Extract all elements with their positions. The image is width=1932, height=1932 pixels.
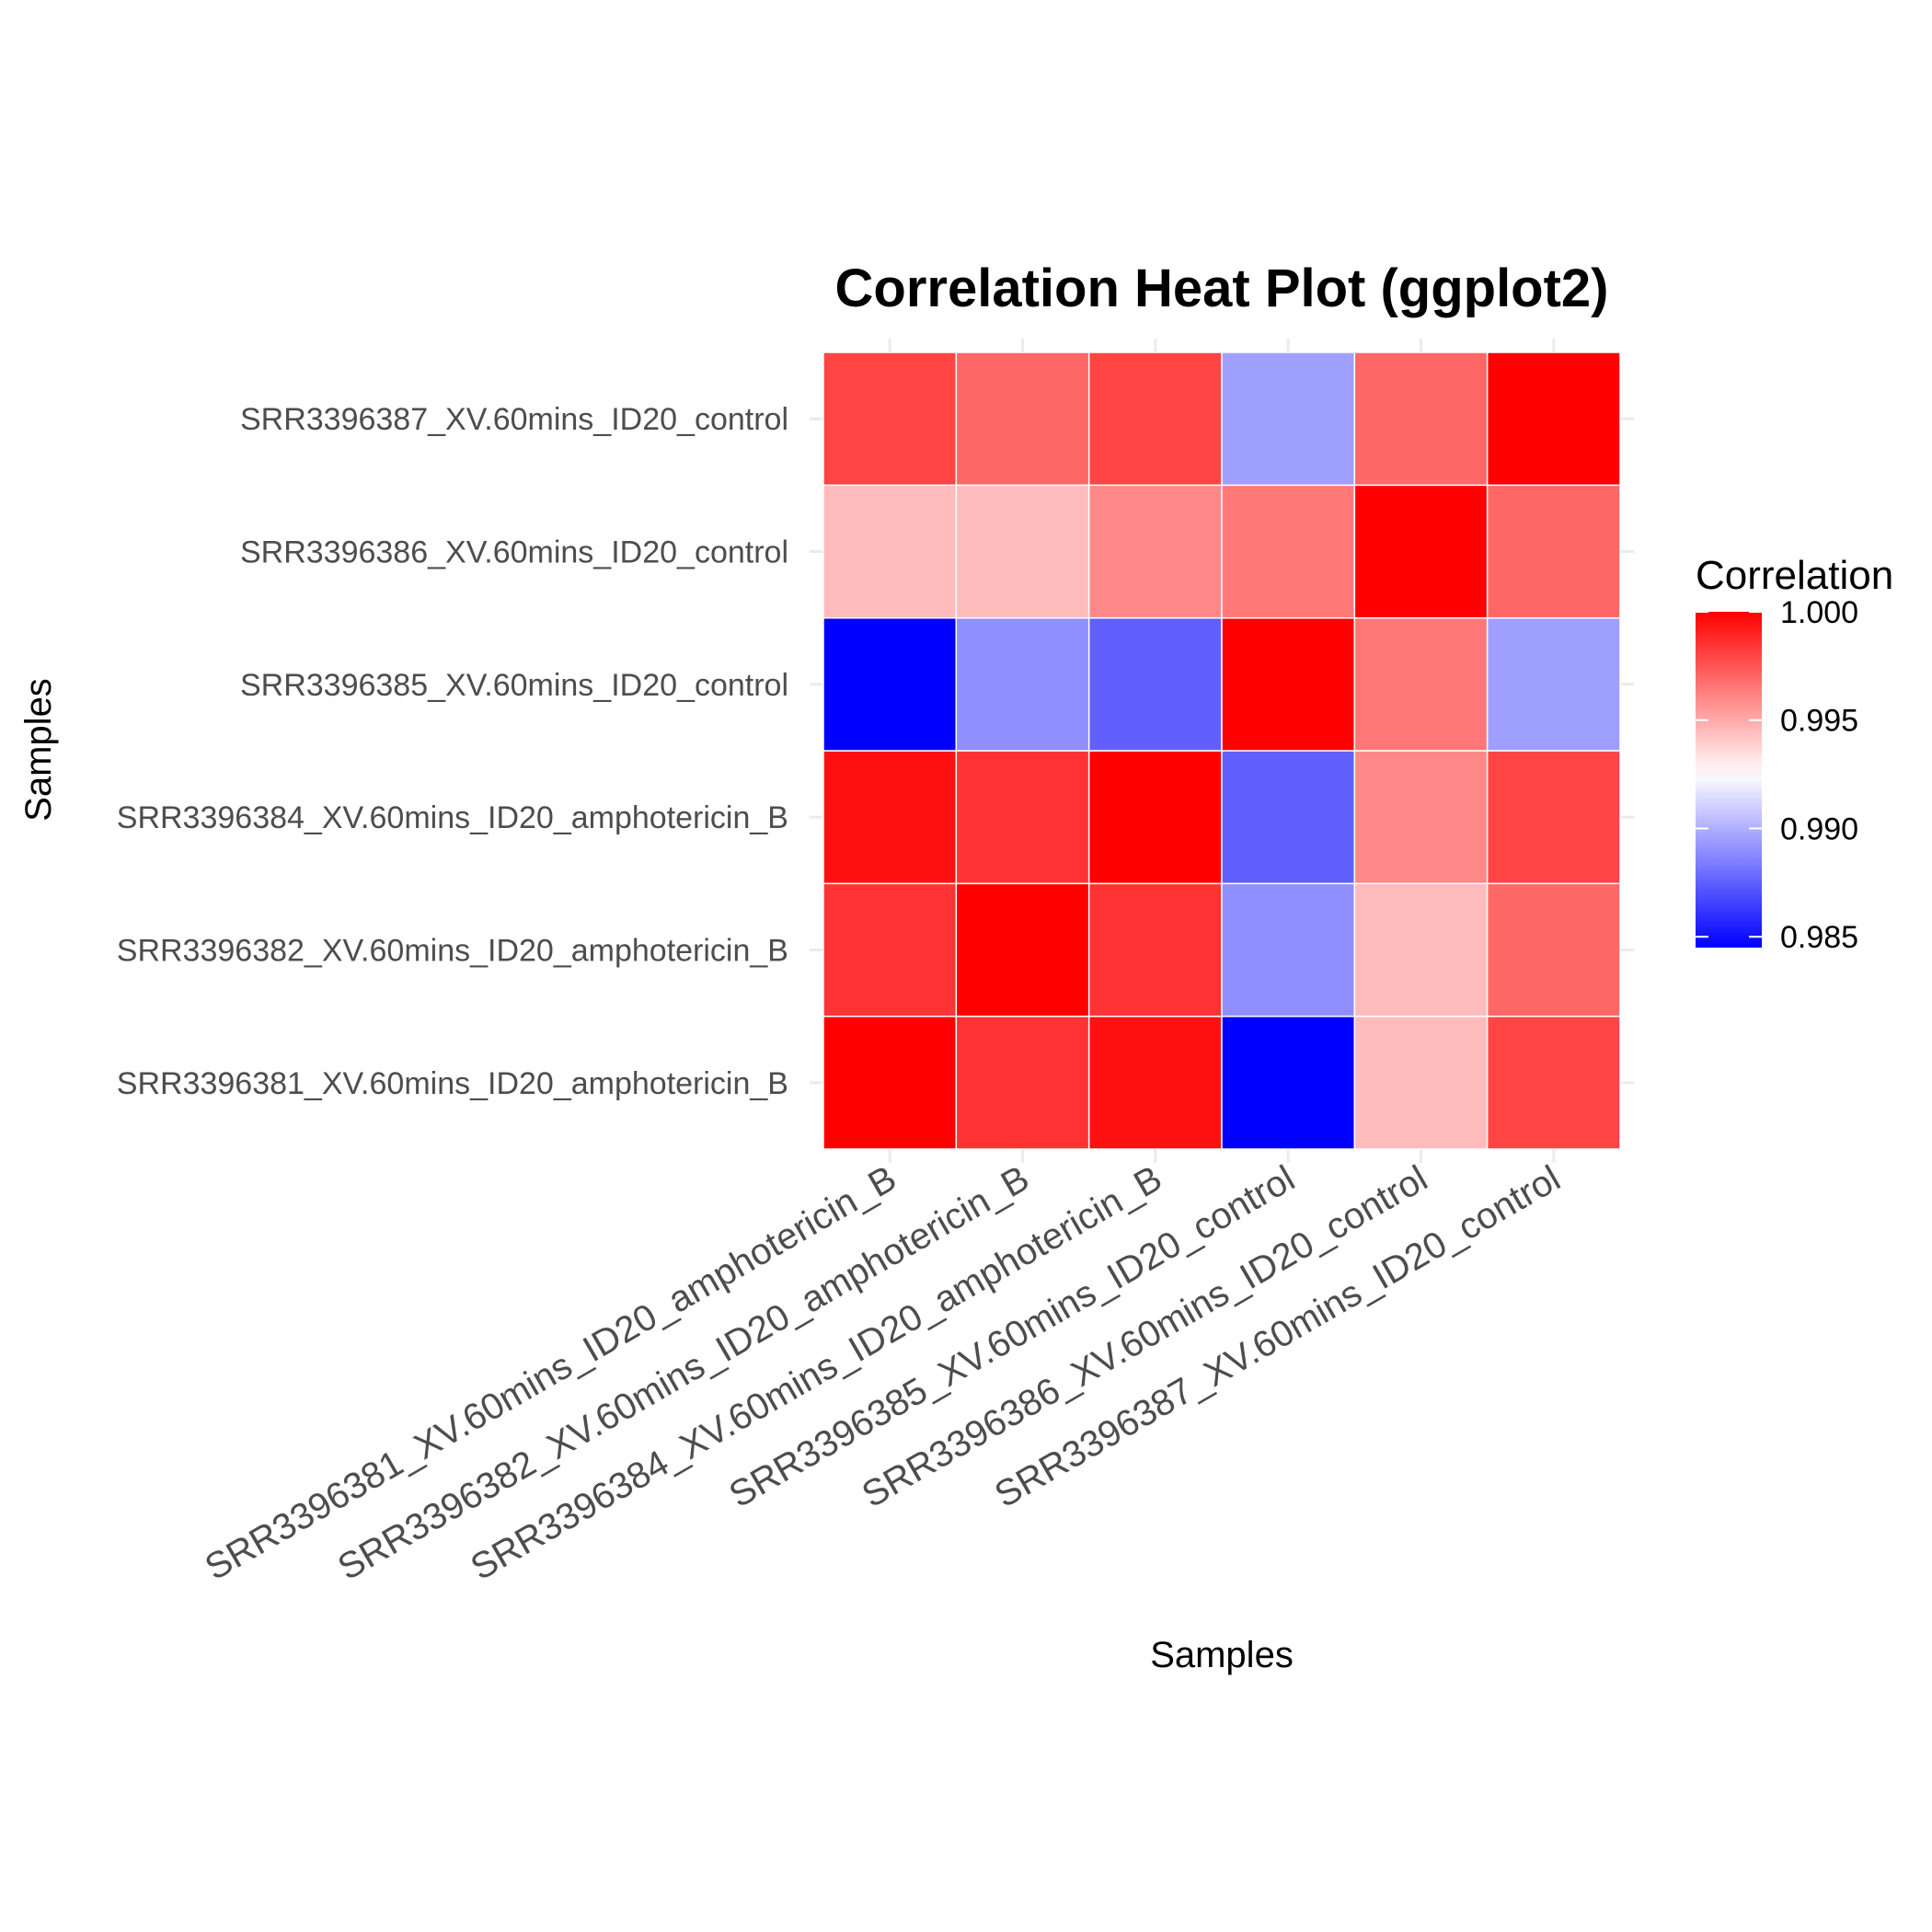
heatmap-cell: [1353, 616, 1489, 752]
heatmap-cell: [955, 484, 1090, 619]
y-tick-label: SRR3396386_XV.60mins_ID20_control: [240, 535, 788, 570]
heatmap-cell: [1486, 1015, 1621, 1150]
legend-ticks: 1.000 0.995 0.990 0.985: [1696, 595, 1858, 955]
heatmap-cell: [1486, 351, 1621, 487]
heatmap-cell: [1486, 882, 1621, 1018]
heatmap-cell: [1087, 750, 1223, 885]
y-tick-label: SRR3396381_XV.60mins_ID20_amphotericin_B: [117, 1066, 788, 1101]
heatmap-cell: [1221, 1015, 1356, 1150]
heatmap-cell: [955, 1015, 1090, 1150]
legend-label: 0.995: [1780, 704, 1858, 739]
heatmap-cell: [955, 616, 1090, 752]
heatmap-cell: [1087, 484, 1223, 619]
heatmap-cell: [1353, 882, 1489, 1018]
heatmap-cell: [1221, 484, 1356, 619]
heatmap-cell: [1221, 882, 1356, 1018]
heatmap-cell: [1353, 351, 1489, 487]
heatmap-cell: [1087, 351, 1223, 487]
y-tick-label: SRR3396382_XV.60mins_ID20_amphotericin_B: [117, 934, 788, 969]
heatmap-cell: [822, 616, 958, 752]
x-axis-tick-labels: SRR3396381_XV.60mins_ID20_amphotericin_B…: [199, 1158, 1568, 1589]
chart-title: Correlation Heat Plot (ggplot2): [835, 259, 1609, 318]
heatmap-cell: [1353, 750, 1489, 885]
heatmap-cell: [955, 750, 1090, 885]
heatmap-tiles: [822, 351, 1621, 1150]
heatmap-cell: [822, 750, 958, 885]
heatmap-cell: [1087, 1015, 1223, 1150]
heatmap-cell: [822, 484, 958, 619]
heatmap-cell: [955, 882, 1090, 1018]
heatmap-cell: [1486, 484, 1621, 619]
heatmap-cell: [1221, 616, 1356, 752]
y-axis-tick-labels: SRR3396381_XV.60mins_ID20_amphotericin_B…: [117, 402, 788, 1101]
heatmap-cell: [1221, 351, 1356, 487]
legend-label: 0.990: [1780, 811, 1858, 846]
heatmap-cell: [1087, 616, 1223, 752]
y-tick-label: SRR3396387_XV.60mins_ID20_control: [240, 402, 788, 437]
heatmap-cell: [1353, 1015, 1489, 1150]
heatmap-cell: [822, 351, 958, 487]
y-tick-label: SRR3396384_XV.60mins_ID20_amphotericin_B: [117, 800, 788, 835]
y-tick-label: SRR3396385_XV.60mins_ID20_control: [240, 668, 788, 703]
color-legend: Correlation 1.000 0.995 0.990 0.985: [1696, 553, 1893, 955]
heatmap-cell: [1087, 882, 1223, 1018]
heatmap-cell: [1353, 484, 1489, 619]
legend-label: 0.985: [1780, 920, 1858, 955]
heatmap-cell: [955, 351, 1090, 487]
legend-title: Correlation: [1696, 553, 1893, 598]
heatmap-cell: [822, 1015, 958, 1150]
heatmap-cell: [822, 882, 958, 1018]
heatmap-cell: [1221, 750, 1356, 885]
heatmap-cell: [1486, 750, 1621, 885]
legend-label: 1.000: [1780, 595, 1858, 630]
heatmap-cell: [1486, 616, 1621, 752]
legend-color-bar: [1696, 612, 1762, 948]
y-axis-title: Samples: [18, 678, 59, 822]
x-axis-title: Samples: [1150, 1635, 1294, 1675]
